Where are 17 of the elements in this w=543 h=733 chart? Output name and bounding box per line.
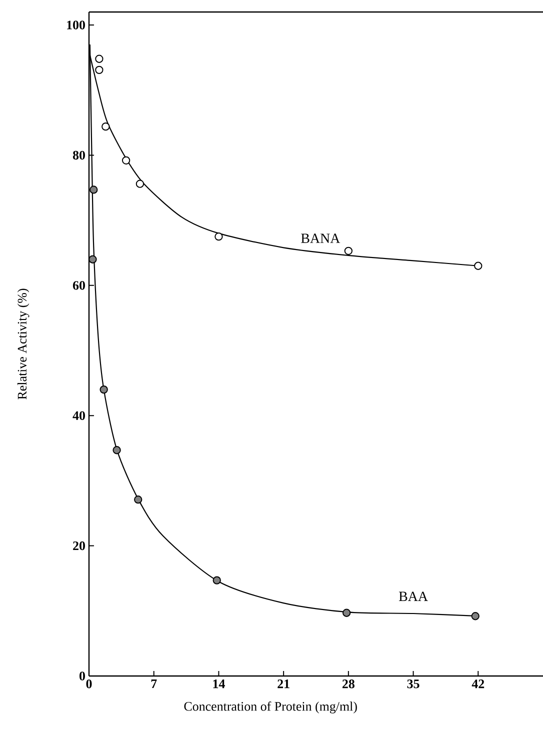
y-tick-label: 100 <box>67 20 85 30</box>
y-tick-label: 20 <box>73 541 85 550</box>
x-tick-label: 21 <box>278 680 290 688</box>
x-tick-label: 14 <box>213 680 225 688</box>
series-label: BAA <box>398 592 428 601</box>
x-tick-label: 7 <box>151 680 157 688</box>
y-axis-title: Relative Activity (%) <box>17 288 30 400</box>
x-tick-label: 28 <box>342 680 354 688</box>
x-tick-label: 42 <box>472 680 484 688</box>
y-tick-label: 60 <box>72 281 85 290</box>
x-tick-label: 35 <box>407 680 420 688</box>
y-tick-label: 80 <box>72 150 85 160</box>
x-axis-title: Concentration of Protein (mg/ml) <box>184 702 357 714</box>
x-tick-label: 0 <box>86 680 92 688</box>
y-tick-label: 0 <box>80 672 85 680</box>
series-label: BANA <box>301 234 340 243</box>
y-tick-label: 40 <box>72 411 85 420</box>
